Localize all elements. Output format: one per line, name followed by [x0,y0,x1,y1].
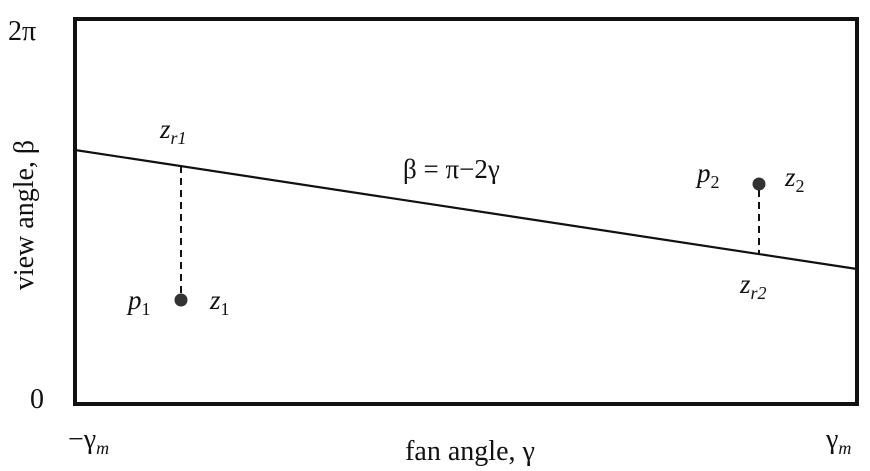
label-z-r1: zr1 [159,114,187,148]
label-z-r2: zr2 [739,269,767,303]
plot-frame [73,17,859,406]
x-axis-label: fan angle, γ [405,436,535,467]
y-axis-label: view angle, β [9,140,40,290]
label-z2: z2 [784,162,805,196]
point-p2-marker [752,177,766,191]
line-equation: β = π−2γ [403,154,500,184]
point-p1-marker [174,293,188,307]
label-p2: p2 [695,158,720,192]
x-tick-left: −γm [68,424,109,458]
x-tick-right: γm [825,424,851,458]
label-p1: p1 [126,285,151,319]
y-tick-top: 2π [8,16,36,47]
beta-line [74,148,858,271]
label-z1: z1 [209,285,230,319]
y-tick-bottom: 0 [30,384,44,415]
